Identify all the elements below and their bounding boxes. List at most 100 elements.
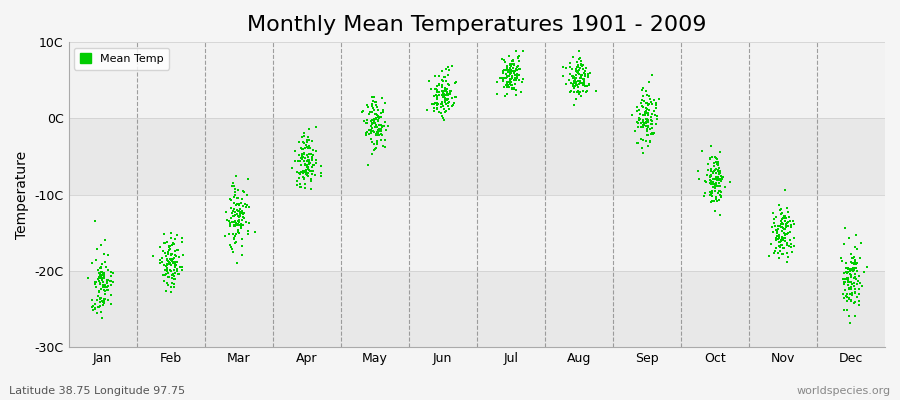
Point bbox=[502, 69, 517, 76]
Point bbox=[508, 68, 522, 74]
Point bbox=[573, 62, 588, 69]
Point bbox=[770, 233, 784, 239]
Point bbox=[649, 121, 663, 127]
Point bbox=[438, 96, 453, 102]
Point bbox=[226, 180, 240, 186]
Point bbox=[100, 287, 114, 293]
Point bbox=[787, 221, 801, 228]
Point bbox=[374, 114, 389, 120]
Point bbox=[92, 304, 106, 310]
Point bbox=[636, 98, 651, 104]
Point bbox=[371, 117, 385, 124]
Point bbox=[712, 177, 726, 184]
Point bbox=[572, 64, 586, 70]
Point bbox=[836, 276, 850, 282]
Point bbox=[365, 94, 380, 101]
Point bbox=[502, 71, 517, 77]
Point bbox=[558, 81, 572, 88]
Point bbox=[302, 160, 316, 167]
Point bbox=[648, 105, 662, 111]
Point bbox=[501, 69, 516, 76]
Point bbox=[162, 259, 176, 266]
Point bbox=[430, 86, 445, 93]
Point bbox=[500, 79, 515, 85]
Point bbox=[632, 115, 646, 122]
Point bbox=[225, 183, 239, 190]
Point bbox=[698, 178, 713, 184]
Point bbox=[222, 222, 237, 229]
Point bbox=[299, 167, 313, 174]
Point bbox=[448, 94, 463, 100]
Point bbox=[168, 248, 183, 255]
Point bbox=[632, 115, 646, 122]
Point bbox=[502, 78, 517, 84]
Point bbox=[93, 273, 107, 280]
Point bbox=[500, 82, 515, 88]
Point bbox=[441, 96, 455, 102]
Point bbox=[639, 116, 653, 122]
Point bbox=[712, 180, 726, 186]
Point bbox=[644, 121, 658, 128]
Point bbox=[440, 100, 454, 106]
Point bbox=[94, 265, 108, 272]
Point bbox=[90, 246, 104, 252]
Point bbox=[96, 296, 111, 302]
Point bbox=[840, 298, 854, 304]
Point bbox=[297, 158, 311, 164]
Point bbox=[431, 100, 446, 107]
Point bbox=[175, 239, 189, 246]
Point bbox=[364, 101, 379, 108]
Point bbox=[97, 287, 112, 293]
Point bbox=[97, 296, 112, 302]
Point bbox=[634, 87, 649, 93]
Point bbox=[711, 175, 725, 181]
Point bbox=[497, 84, 511, 90]
Point bbox=[572, 90, 586, 97]
Point bbox=[512, 72, 526, 78]
Point bbox=[89, 284, 104, 291]
Point bbox=[717, 184, 732, 190]
Point bbox=[156, 272, 170, 278]
Point bbox=[839, 260, 853, 266]
Point bbox=[378, 136, 392, 143]
Point bbox=[231, 213, 246, 219]
Point bbox=[239, 202, 254, 208]
Point bbox=[164, 257, 178, 263]
Point bbox=[364, 117, 378, 124]
Point bbox=[579, 89, 593, 96]
Point bbox=[778, 232, 792, 238]
Point bbox=[303, 186, 318, 193]
Point bbox=[766, 210, 780, 216]
Point bbox=[639, 123, 653, 129]
Point bbox=[370, 140, 384, 147]
Point bbox=[368, 146, 382, 152]
Point bbox=[835, 291, 850, 297]
Point bbox=[784, 241, 798, 247]
Point bbox=[570, 64, 584, 70]
Point bbox=[285, 165, 300, 171]
Point bbox=[574, 73, 589, 80]
Point bbox=[501, 79, 516, 85]
Point bbox=[778, 215, 793, 222]
Point bbox=[292, 158, 307, 164]
Point bbox=[642, 107, 656, 113]
Point bbox=[709, 155, 724, 161]
Point bbox=[513, 66, 527, 72]
Point bbox=[496, 68, 510, 74]
Point bbox=[629, 119, 643, 126]
Point bbox=[503, 81, 517, 88]
Point bbox=[714, 178, 728, 184]
Point bbox=[301, 145, 315, 151]
Point bbox=[434, 101, 448, 107]
Point bbox=[230, 227, 245, 234]
Point bbox=[706, 160, 721, 166]
Point bbox=[435, 113, 449, 120]
Point bbox=[306, 162, 320, 168]
Point bbox=[442, 99, 456, 105]
Point bbox=[635, 97, 650, 104]
Point bbox=[704, 173, 718, 179]
Point bbox=[500, 72, 515, 79]
Point bbox=[235, 210, 249, 216]
Point bbox=[94, 315, 109, 322]
Point bbox=[837, 280, 851, 287]
